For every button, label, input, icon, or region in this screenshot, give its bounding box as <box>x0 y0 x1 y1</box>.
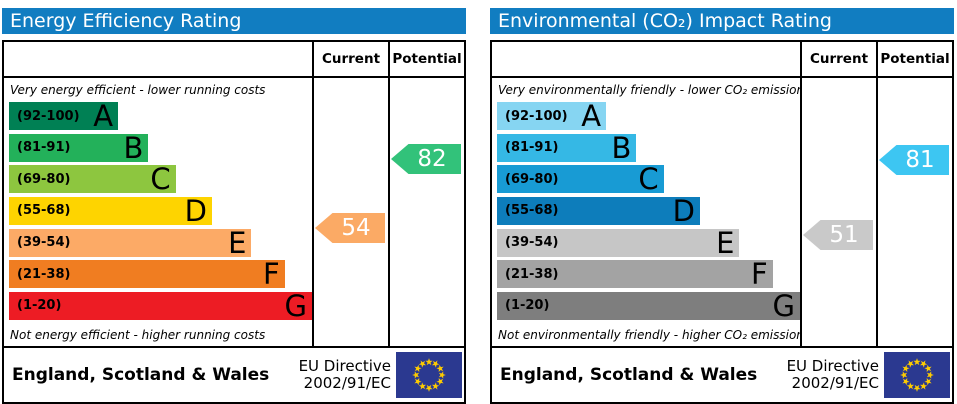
bottom-caption: Not energy efficient - higher running co… <box>10 328 266 342</box>
eu-flag-icon <box>884 352 950 398</box>
blank-header-cell <box>4 42 312 78</box>
band-letter: B <box>123 130 144 165</box>
band-letter: A <box>581 99 602 133</box>
band-letter: E <box>716 225 735 260</box>
band-row-c: (69-80) C <box>9 162 176 197</box>
band-letter: G <box>284 288 307 323</box>
bands: (92-100) A (81-91) B (69-80) C (55-68) <box>4 100 312 322</box>
top-caption: Very environmentally friendly - lower CO… <box>498 83 800 97</box>
eu-flag-icon <box>396 352 462 398</box>
current-value-cell: 51 <box>800 78 876 346</box>
potential-rating-arrow: 81 <box>879 145 949 175</box>
potential-column-header: Potential <box>876 42 952 78</box>
band-ladder: Very energy efficient - lower running co… <box>4 78 312 346</box>
band-ladder: Very environmentally friendly - lower CO… <box>492 78 800 346</box>
band-letter: A <box>93 99 114 133</box>
eu-directive-text: EU Directive 2002/91/EC <box>786 356 879 392</box>
region-label: England, Scotland & Wales <box>500 365 758 385</box>
band-row-b: (81-91) B <box>497 130 637 165</box>
eu-directive-text: EU Directive 2002/91/EC <box>298 356 391 392</box>
region-label: England, Scotland & Wales <box>12 365 270 385</box>
band-row-g: (1-20) G <box>9 288 312 323</box>
band-range-label: (21-38) <box>17 266 71 282</box>
band-row-f: (21-38) F <box>9 257 285 292</box>
band-row-e: (39-54) E <box>9 225 252 260</box>
band-row-b: (81-91) B <box>9 130 149 165</box>
band-row-g: (1-20) G <box>497 288 800 323</box>
band-row-a: (92-100) A <box>497 99 607 133</box>
potential-column-header: Potential <box>388 42 464 78</box>
potential-rating-value: 81 <box>905 147 935 173</box>
band-row-d: (55-68) D <box>9 193 212 228</box>
band-letter: C <box>638 162 659 197</box>
band-range-label: (81-91) <box>505 140 559 156</box>
current-value-cell: 54 <box>312 78 388 346</box>
band-range-label: (69-80) <box>17 171 71 187</box>
energy-efficiency-chart: Current Potential Very energy efficient … <box>2 40 466 404</box>
environmental-impact-panel: Environmental (CO₂) Impact Rating Curren… <box>490 8 954 404</box>
current-rating-arrow: 51 <box>803 220 873 250</box>
band-letter: E <box>228 225 247 260</box>
bottom-caption: Not environmentally friendly - higher CO… <box>498 328 800 342</box>
current-rating-arrow: 54 <box>315 213 385 243</box>
top-caption: Very energy efficient - lower running co… <box>10 83 266 97</box>
potential-rating-arrow: 82 <box>391 144 461 174</box>
current-rating-value: 54 <box>341 215 371 241</box>
band-letter: D <box>184 193 207 228</box>
current-column-header: Current <box>800 42 876 78</box>
current-rating-value: 51 <box>829 222 859 248</box>
panel-title: Energy Efficiency Rating <box>10 10 242 32</box>
energy-efficiency-header: Energy Efficiency Rating <box>2 8 466 34</box>
band-letter: D <box>672 193 695 228</box>
band-letter: G <box>772 288 795 323</box>
band-letter: C <box>150 162 171 197</box>
bands: (92-100) A (81-91) B (69-80) C (55-68) <box>492 100 800 322</box>
band-letter: F <box>751 257 768 292</box>
environmental-impact-chart: Current Potential Very environmentally f… <box>490 40 954 404</box>
band-range-label: (21-38) <box>505 266 559 282</box>
panel-title: Environmental (CO₂) Impact Rating <box>498 10 832 32</box>
band-row-f: (21-38) F <box>497 257 773 292</box>
band-row-e: (39-54) E <box>497 225 740 260</box>
band-letter: F <box>263 257 280 292</box>
band-range-label: (69-80) <box>505 171 559 187</box>
band-range-label: (55-68) <box>17 203 71 219</box>
energy-efficiency-panel: Energy Efficiency Rating Current Potenti… <box>2 8 466 404</box>
band-range-label: (39-54) <box>505 235 559 251</box>
potential-value-cell: 81 <box>876 78 952 346</box>
band-letter: B <box>611 130 632 165</box>
environmental-impact-header: Environmental (CO₂) Impact Rating <box>490 8 954 34</box>
current-column-header: Current <box>312 42 388 78</box>
panel-footer: England, Scotland & Wales EU Directive 2… <box>4 346 464 402</box>
potential-rating-value: 82 <box>417 146 447 172</box>
band-range-label: (39-54) <box>17 235 71 251</box>
panel-footer: England, Scotland & Wales EU Directive 2… <box>492 346 952 402</box>
band-row-a: (92-100) A <box>9 99 119 133</box>
band-range-label: (92-100) <box>505 108 568 124</box>
potential-value-cell: 82 <box>388 78 464 346</box>
band-range-label: (55-68) <box>505 203 559 219</box>
band-row-c: (69-80) C <box>497 162 664 197</box>
band-range-label: (92-100) <box>17 108 80 124</box>
blank-header-cell <box>492 42 800 78</box>
band-range-label: (1-20) <box>17 298 62 314</box>
band-row-d: (55-68) D <box>497 193 700 228</box>
band-range-label: (1-20) <box>505 298 550 314</box>
band-range-label: (81-91) <box>17 140 71 156</box>
